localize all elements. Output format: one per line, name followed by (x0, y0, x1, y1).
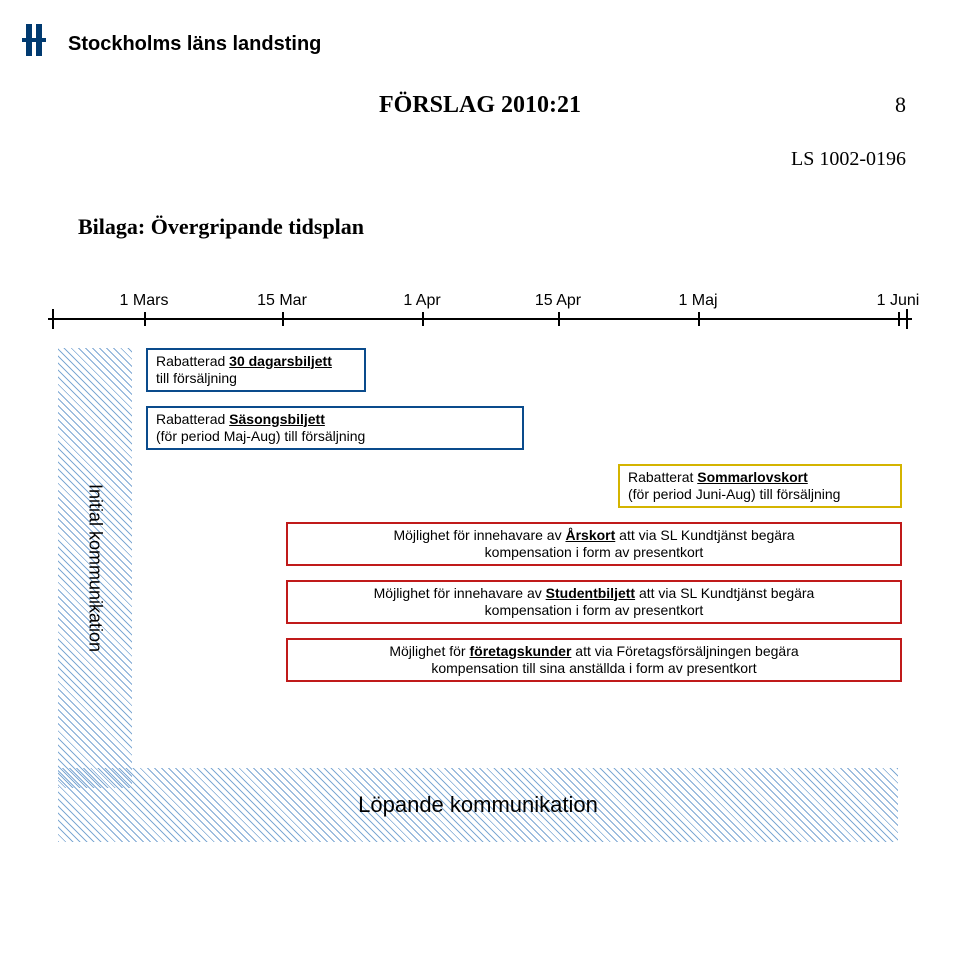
emphasis: Säsongsbiljett (229, 411, 325, 427)
page: Stockholms läns landsting FÖRSLAG 2010:2… (0, 0, 960, 957)
axis-end-tick (906, 309, 908, 329)
gantt-bar-line: kompensation i form av presentkort (485, 544, 704, 562)
axis-tick-label: 15 Mar (257, 292, 307, 310)
running-comm-label: Löpande kommunikation (358, 792, 598, 818)
axis-tick (144, 312, 146, 326)
gantt-bar-season: Rabatterad Säsongsbiljett(för period Maj… (146, 406, 524, 450)
initial-comm-sidebar: Initial kommunikation (58, 348, 132, 788)
axis-tick (558, 312, 560, 326)
axis-tick-label: 1 Juni (877, 292, 920, 310)
axis-tick (898, 312, 900, 326)
gantt-bar-corporate: Möjlighet för företagskunder att via För… (286, 638, 902, 682)
gantt-bar-line: Möjlighet för innehavare av Årskort att … (393, 527, 794, 545)
gantt-bar-line: (för period Juni-Aug) till försäljning (628, 486, 892, 504)
gantt-bar-line: Rabatterad Säsongsbiljett (156, 411, 514, 429)
emphasis: 30 dagarsbiljett (229, 353, 332, 369)
timeline-axis: 1 Mars15 Mar1 Apr15 Apr1 Maj1 Juni (48, 318, 912, 320)
doc-reference: LS 1002-0196 (791, 148, 906, 171)
gantt-bar-line: till försäljning (156, 370, 356, 388)
gantt-bar-line: Möjlighet för företagskunder att via För… (389, 643, 798, 661)
gantt-bar-line: Rabatterat Sommarlovskort (628, 469, 892, 487)
emphasis: Årskort (565, 527, 615, 543)
gantt-bar-summer: Rabatterat Sommarlovskort(för period Jun… (618, 464, 902, 508)
axis-tick-label: 15 Apr (535, 292, 581, 310)
axis-tick (698, 312, 700, 326)
gantt-bar-line: Möjlighet för innehavare av Studentbilje… (374, 585, 815, 603)
org-logo-area: Stockholms läns landsting (20, 22, 321, 67)
emphasis: Studentbiljett (546, 585, 635, 601)
sll-logo-icon (20, 22, 60, 67)
axis-end-tick (52, 309, 54, 329)
section-title: Bilaga: Övergripande tidsplan (78, 214, 364, 240)
axis-tick-label: 1 Mars (120, 292, 169, 310)
doc-title: FÖRSLAG 2010:21 (0, 92, 960, 119)
axis-tick-label: 1 Maj (678, 292, 717, 310)
running-comm-band: Löpande kommunikation (58, 768, 898, 842)
gantt-bar-yearcard: Möjlighet för innehavare av Årskort att … (286, 522, 902, 566)
gantt-bar-line: (för period Maj-Aug) till försäljning (156, 428, 514, 446)
gantt-chart: 1 Mars15 Mar1 Apr15 Apr1 Maj1 Juni Initi… (48, 290, 912, 850)
gantt-bar-student: Möjlighet för innehavare av Studentbilje… (286, 580, 902, 624)
initial-comm-label: Initial kommunikation (85, 484, 106, 652)
axis-tick (422, 312, 424, 326)
axis-tick-label: 1 Apr (403, 292, 440, 310)
org-name: Stockholms läns landsting (68, 33, 321, 56)
gantt-bar-line: Rabatterad 30 dagarsbiljett (156, 353, 356, 371)
axis-tick (282, 312, 284, 326)
gantt-bar-line: kompensation till sina anställda i form … (431, 660, 756, 678)
page-number: 8 (895, 92, 906, 118)
gantt-bar-thirty-day: Rabatterad 30 dagarsbiljetttill försäljn… (146, 348, 366, 392)
gantt-bar-line: kompensation i form av presentkort (485, 602, 704, 620)
emphasis: företagskunder (469, 643, 571, 659)
emphasis: Sommarlovskort (697, 469, 807, 485)
